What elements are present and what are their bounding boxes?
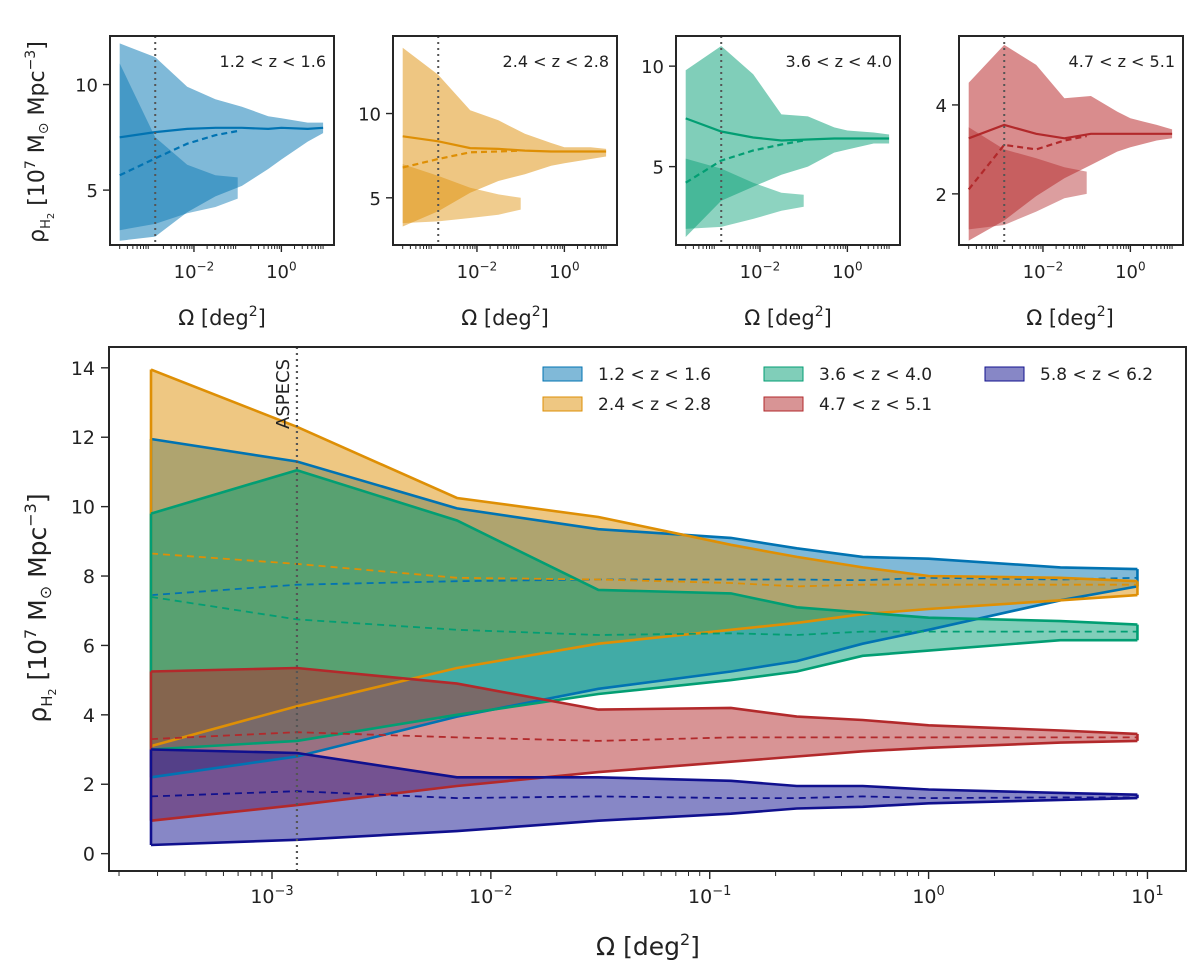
main-y-tick-label: 0 bbox=[83, 844, 95, 866]
main-x-axis-label: Ω [deg2] bbox=[596, 930, 700, 961]
inset-band-full bbox=[685, 46, 890, 237]
series-lower-line-3 bbox=[150, 638, 1138, 751]
inset-band-full bbox=[968, 44, 1173, 241]
main-x-tick-label: 10−2 bbox=[469, 884, 512, 908]
inset-title: 1.2 < z < 1.6 bbox=[220, 52, 326, 71]
main-x-tick-label: 100 bbox=[912, 884, 944, 908]
legend-swatch-1 bbox=[542, 366, 583, 382]
inset-y-tick-label: 10 bbox=[641, 57, 664, 78]
series-median-line-1 bbox=[150, 576, 1138, 596]
series-lower-line-1 bbox=[150, 585, 1138, 779]
main-y-tick-label: 6 bbox=[83, 635, 95, 657]
inset-median-line bbox=[685, 117, 890, 142]
inset-2-x-axis-label: Ω [deg2] bbox=[461, 304, 549, 330]
series-median-line-3 bbox=[150, 596, 1138, 636]
inset-subset-median-line bbox=[119, 129, 238, 177]
main-x-tick-label: 10−3 bbox=[250, 884, 293, 908]
inset-panel-2: 2.4 < z < 2.8 5 10 10−2 100 bbox=[358, 35, 618, 283]
legend-label-2: 2.4 < z < 2.8 bbox=[598, 395, 711, 415]
inset-title: 4.7 < z < 5.1 bbox=[1069, 52, 1175, 71]
series-median-line-2 bbox=[150, 552, 1138, 588]
inset-x-tick-label: 100 bbox=[266, 259, 297, 283]
main-y-tick-label: 2 bbox=[83, 774, 95, 796]
series-median-line-4 bbox=[150, 731, 1138, 742]
inset-subset-median-line bbox=[685, 139, 804, 184]
inset-panel-3: 3.6 < z < 4.0 5 10 10−2 100 bbox=[641, 35, 901, 283]
main-y-tick-label: 8 bbox=[83, 566, 95, 588]
inset-y-tick-label: 5 bbox=[370, 189, 381, 210]
inset-x-tick-label: 10−2 bbox=[1023, 259, 1064, 283]
inset-y-tick-label: 10 bbox=[358, 105, 381, 126]
legend-label-4: 4.7 < z < 5.1 bbox=[819, 395, 932, 415]
series-upper-line-3 bbox=[150, 468, 1138, 626]
inset-title: 2.4 < z < 2.8 bbox=[503, 52, 609, 71]
series-lower-line-5 bbox=[150, 796, 1138, 847]
inset-3-x-axis-label: Ω [deg2] bbox=[744, 304, 832, 330]
main-y-tick-label: 14 bbox=[71, 358, 95, 380]
inset-title: 3.6 < z < 4.0 bbox=[786, 52, 892, 71]
main-y-axis-label: ρH2 [107 M⊙ Mpc−3] bbox=[21, 493, 59, 722]
inset-median-line bbox=[119, 126, 324, 139]
inset-band-subset bbox=[119, 63, 238, 231]
legend: 1.2 < z < 1.6 2.4 < z < 2.8 3.6 < z < 4.0 4… bbox=[542, 365, 1153, 415]
legend-label-5: 5.8 < z < 6.2 bbox=[1040, 365, 1153, 385]
inset-y-tick-label: 2 bbox=[936, 185, 947, 206]
inset-y-axis-label: ρH2 [107 M⊙ Mpc−3] bbox=[23, 41, 57, 243]
inset-x-tick-label: 100 bbox=[832, 259, 863, 283]
legend-label-1: 1.2 < z < 1.6 bbox=[598, 365, 711, 385]
inset-x-tick-label: 100 bbox=[1115, 259, 1146, 283]
inset-band-full bbox=[119, 43, 324, 241]
main-y-tick-label: 4 bbox=[83, 705, 95, 727]
inset-median-line bbox=[968, 123, 1173, 140]
inset-y-tick-label: 10 bbox=[75, 76, 98, 97]
inset-x-tick-label: 10−2 bbox=[457, 259, 498, 283]
legend-swatch-3 bbox=[763, 366, 804, 382]
inset-panel-4: 4.7 < z < 5.1 2 4 10−2 100 bbox=[936, 35, 1184, 283]
aspecs-reference-label: ASPECS bbox=[273, 359, 294, 429]
inset-1-x-axis-label: Ω [deg2] bbox=[178, 304, 266, 330]
main-y-tick-label: 12 bbox=[71, 427, 95, 449]
legend-swatch-2 bbox=[542, 396, 583, 412]
inset-x-tick-label: 10−2 bbox=[740, 259, 781, 283]
series-upper-line-4 bbox=[150, 666, 1138, 736]
legend-swatch-5 bbox=[984, 366, 1025, 382]
main-x-tick-label: 10−1 bbox=[688, 884, 731, 908]
inset-x-tick-label: 10−2 bbox=[174, 259, 215, 283]
inset-x-tick-label: 100 bbox=[549, 259, 580, 283]
series-lower-line-2 bbox=[150, 593, 1138, 748]
series-lower-line-4 bbox=[150, 739, 1138, 822]
main-x-tick-label: 101 bbox=[1131, 884, 1163, 908]
inset-frame bbox=[109, 35, 335, 246]
inset-band-subset bbox=[402, 164, 521, 224]
legend-swatch-4 bbox=[763, 396, 804, 412]
inset-band-subset bbox=[685, 158, 804, 229]
series-upper-line-1 bbox=[150, 437, 1138, 571]
inset-band-subset bbox=[968, 127, 1087, 230]
inset-4-x-axis-label: Ω [deg2] bbox=[1026, 304, 1114, 330]
inset-frame bbox=[675, 35, 901, 246]
series-median-line-5 bbox=[150, 790, 1138, 800]
legend-label-3: 3.6 < z < 4.0 bbox=[819, 365, 932, 385]
series-upper-line-2 bbox=[150, 368, 1138, 583]
inset-y-tick-label: 4 bbox=[936, 96, 947, 117]
inset-panel-1: 1.2 < z < 1.6 5 10 10−2 100 bbox=[75, 35, 335, 283]
inset-band-full bbox=[402, 47, 607, 227]
main-plot-frame bbox=[108, 346, 1187, 872]
inset-subset-median-line bbox=[402, 149, 521, 169]
main-y-tick-label: 10 bbox=[71, 497, 95, 519]
inset-y-tick-label: 5 bbox=[87, 181, 98, 202]
inset-frame bbox=[392, 35, 618, 246]
inset-y-tick-label: 5 bbox=[653, 158, 664, 179]
inset-frame bbox=[958, 35, 1184, 246]
main-panel: ASPECS 0 2 4 6 8 10 12 14 10−3 10−2 10−1 100 101 1.2 <… bbox=[71, 346, 1187, 908]
series-upper-line-5 bbox=[150, 748, 1138, 796]
inset-median-line bbox=[402, 135, 607, 153]
